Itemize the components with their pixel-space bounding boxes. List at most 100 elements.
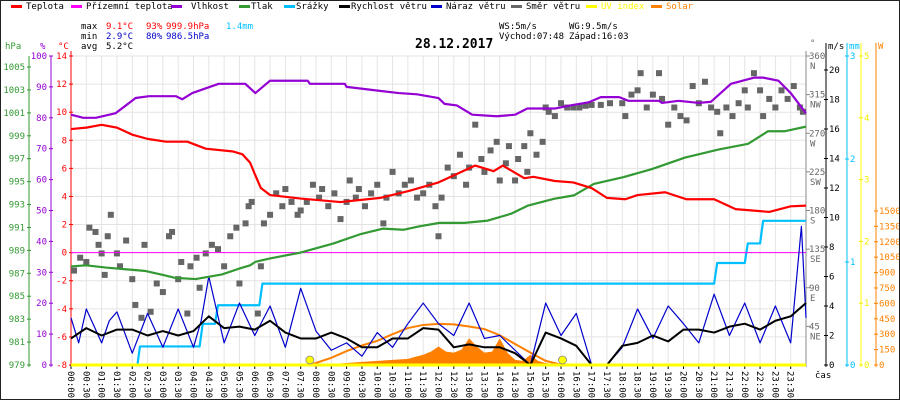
direction-tick-label: 315 bbox=[809, 91, 825, 101]
wind-direction-point bbox=[659, 95, 666, 102]
wind-direction-point bbox=[380, 220, 387, 227]
humidity-tick-label: 30 bbox=[36, 268, 47, 278]
time-tick-label: 18:00 bbox=[616, 371, 626, 398]
solar-tick-label: 750 bbox=[879, 284, 895, 294]
time-tick-label: 08:00 bbox=[310, 371, 320, 398]
time-tick-label: 07:00 bbox=[279, 371, 289, 398]
wind-direction-point bbox=[362, 203, 368, 210]
time-tick-label: 14:00 bbox=[494, 371, 504, 398]
wind-direction-point bbox=[316, 194, 323, 201]
wind-direction-point bbox=[558, 100, 564, 107]
legend-rychlost-vetru: Rychlost větru bbox=[351, 2, 427, 12]
wind-direction-point bbox=[435, 233, 442, 240]
temperature-tick-label: 12 bbox=[56, 80, 67, 90]
legend-swatch-smer bbox=[511, 5, 522, 8]
wind-direction-point bbox=[643, 104, 650, 111]
wind-direction-point bbox=[309, 181, 316, 188]
time-tick-label: 09:00 bbox=[341, 371, 351, 398]
wind-direction-point bbox=[337, 216, 344, 223]
legend-uv-index: UV index bbox=[601, 2, 645, 12]
pressure-tick-label: 1003 bbox=[3, 86, 25, 96]
legend-srazky: Srážky bbox=[296, 2, 329, 12]
humidity-line bbox=[70, 76, 807, 119]
solar-tick-label: 1050 bbox=[879, 253, 900, 263]
temperature-tick-label: 10 bbox=[56, 108, 67, 118]
time-tick-label: 20:30 bbox=[693, 371, 703, 398]
wind-direction-point bbox=[757, 87, 764, 94]
stats-min-hum: 80% bbox=[146, 32, 163, 42]
sun-marker-icon bbox=[305, 355, 315, 365]
wind-direction-point bbox=[71, 267, 78, 274]
wind-direction-point bbox=[355, 186, 362, 193]
time-tick-label: 23:30 bbox=[785, 371, 795, 398]
wind-direction-point bbox=[760, 113, 767, 120]
wind-direction-point bbox=[282, 186, 289, 193]
wind-direction-point bbox=[444, 164, 451, 171]
wind-direction-point bbox=[527, 130, 534, 137]
solar-tick-label: 1350 bbox=[879, 222, 900, 232]
wind-direction-point bbox=[714, 108, 721, 115]
wind-direction-point bbox=[790, 83, 797, 90]
wind-direction-point bbox=[766, 95, 773, 102]
time-tick-label: 15:30 bbox=[540, 371, 550, 398]
direction-compass-label: NE bbox=[810, 332, 821, 342]
pressure-tick-label: 989 bbox=[9, 246, 25, 256]
wind-direction-point bbox=[169, 228, 176, 235]
wind-direction-point bbox=[539, 138, 546, 145]
wind-direction-point bbox=[420, 190, 427, 197]
time-tick-label: 21:00 bbox=[708, 371, 718, 398]
legend-prizemni-teplota: Přízemní teplota bbox=[86, 2, 173, 12]
time-tick-label: 06:00 bbox=[249, 371, 259, 398]
rain-line bbox=[71, 219, 806, 367]
wind-direction-point bbox=[671, 104, 678, 111]
stats-avg-label: avg bbox=[81, 42, 98, 52]
humidity-tick-label: 100 bbox=[31, 52, 47, 62]
unit-hpa: hPa bbox=[5, 42, 22, 52]
wind-tick-label: 6 bbox=[829, 273, 834, 283]
wind-direction-point bbox=[414, 194, 421, 201]
direction-compass-label: E bbox=[810, 294, 815, 304]
uv-tick-label: 3 bbox=[864, 176, 869, 186]
stats-max-hum: 93% bbox=[146, 22, 163, 32]
time-tick-label: 22:00 bbox=[739, 371, 749, 398]
wind-direction-point bbox=[166, 233, 172, 240]
pressure-tick-label: 999 bbox=[9, 132, 25, 142]
humidity-tick-label: 80 bbox=[36, 114, 47, 124]
wind-gust-stat: WG:9.5m/s bbox=[569, 22, 618, 32]
wind-direction-point bbox=[202, 250, 209, 257]
wind-direction-point bbox=[159, 289, 166, 296]
legend-teplota: Teplota bbox=[26, 2, 64, 12]
wind-direction-point bbox=[273, 190, 280, 197]
pressure-tick-label: 1005 bbox=[3, 63, 25, 73]
wind-direction-point bbox=[472, 121, 479, 128]
time-tick-label: 03:00 bbox=[157, 371, 167, 398]
uv-tick-label: 5 bbox=[864, 52, 869, 62]
humidity-tick-label: 0 bbox=[42, 361, 47, 371]
legend-swatch-solar bbox=[651, 5, 662, 8]
solar-tick-label: 450 bbox=[879, 315, 895, 325]
stats-min-temp: 2.9°C bbox=[106, 32, 134, 42]
wind-direction-point bbox=[279, 203, 286, 210]
legend-swatch-naraz bbox=[431, 5, 442, 8]
wind-direction-point bbox=[221, 263, 228, 270]
wind-direction-point bbox=[325, 203, 332, 210]
sunrise: Východ:07:48 bbox=[499, 32, 565, 42]
wind-direction-point bbox=[178, 259, 185, 265]
wind-direction-point bbox=[502, 160, 509, 167]
direction-tick-label: 90 bbox=[809, 284, 820, 294]
wind-direction-point bbox=[101, 271, 108, 278]
wind-direction-point bbox=[104, 233, 111, 240]
pressure-tick-label: 995 bbox=[9, 178, 25, 188]
wind-direction-point bbox=[242, 220, 249, 227]
wind-direction-point bbox=[487, 147, 494, 154]
time-tick-label: 02:30 bbox=[142, 371, 152, 398]
solar-tick-label: 900 bbox=[879, 269, 895, 279]
time-tick-label: 06:30 bbox=[264, 371, 274, 398]
time-tick-label: 23:00 bbox=[769, 371, 779, 398]
wind-tick-label: 20 bbox=[829, 66, 840, 76]
wind-direction-point bbox=[772, 104, 779, 111]
stats-max-rain: 1.4mm bbox=[226, 22, 254, 32]
pressure-tick-label: 987 bbox=[9, 269, 25, 279]
legend-swatch-tlak bbox=[239, 5, 250, 8]
uv-tick-label: 1 bbox=[864, 299, 869, 309]
